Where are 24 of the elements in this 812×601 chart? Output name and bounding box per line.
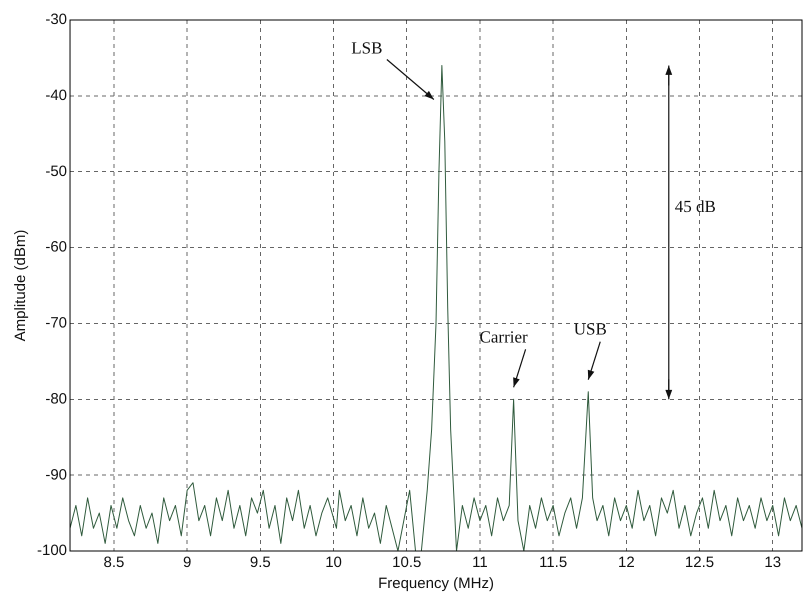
annotation: Carrier xyxy=(480,327,528,346)
x-tick-label: 11 xyxy=(472,554,488,572)
x-axis-title: Frequency (MHz) xyxy=(378,575,494,592)
y-tick-label: -70 xyxy=(45,314,68,332)
annotation: 45 dB xyxy=(674,196,716,216)
x-tick-label: 12 xyxy=(618,554,635,572)
annotation: LSB xyxy=(351,38,382,58)
y-tick-label: -80 xyxy=(45,390,68,408)
x-tick-label: 12.5 xyxy=(684,554,714,572)
y-tick-label: -100 xyxy=(36,542,68,560)
y-tick-label: -30 xyxy=(45,11,68,28)
y-tick-label: -90 xyxy=(45,466,68,484)
x-tick-label: 9 xyxy=(182,554,192,572)
x-tick-label: 11.5 xyxy=(539,554,568,572)
y-axis-title: Amplitude (dBm) xyxy=(12,230,30,342)
x-tick-label: 8.5 xyxy=(104,554,124,572)
x-tick-label: 10 xyxy=(325,554,342,572)
y-tick-label: -60 xyxy=(45,238,68,256)
annotation: USB xyxy=(574,320,607,339)
x-tick-label: 13 xyxy=(764,554,782,572)
x-tick-label: 10.5 xyxy=(392,554,422,572)
y-tick-label: -40 xyxy=(45,87,68,104)
x-tick-label: 9.5 xyxy=(250,554,271,572)
y-tick-label: -50 xyxy=(45,162,68,180)
